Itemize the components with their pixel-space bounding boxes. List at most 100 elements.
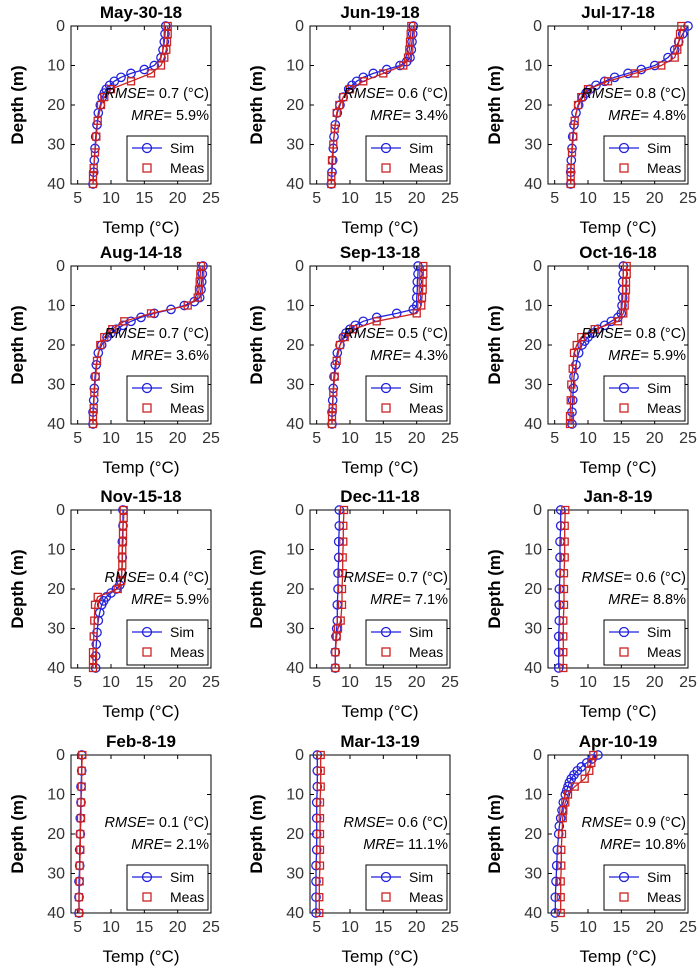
y-tick-label: 30 <box>47 377 65 394</box>
rmse-annotation: RMSE= 0.7 (°C) <box>104 326 209 342</box>
series-meas <box>327 261 428 429</box>
meas-point <box>558 814 567 823</box>
mre-value: = 5.9% <box>640 348 686 364</box>
meas-point <box>91 372 100 381</box>
meas-point <box>569 348 579 358</box>
rmse-value: = 0.8 (°C) <box>623 326 686 342</box>
rmse-value: = 0.6 (°C) <box>385 815 448 831</box>
x-tick-label: 5 <box>73 430 82 447</box>
y-axis-label: Depth (m) <box>485 794 504 873</box>
x-axis-label-name: Temp <box>103 218 145 237</box>
y-tick-label: 30 <box>524 377 542 394</box>
x-axis-label-unit: (°C) <box>149 947 179 966</box>
meas-point <box>332 356 341 365</box>
meas-point <box>113 584 122 594</box>
y-tick-label: 10 <box>286 787 304 804</box>
meas-point <box>315 893 324 902</box>
y-tick-label: 30 <box>47 621 65 638</box>
x-tick-label: 25 <box>441 674 459 691</box>
x-tick-label: 5 <box>550 190 559 207</box>
meas-point <box>193 293 202 302</box>
meas-point <box>589 750 598 760</box>
meas-point <box>359 77 368 86</box>
meas-point <box>418 285 427 294</box>
sim-point <box>553 829 564 839</box>
legend-box <box>603 375 686 422</box>
series-meas <box>556 750 598 918</box>
meas-point <box>315 814 325 823</box>
x-tick-label: 25 <box>441 190 459 207</box>
x-tick-label: 5 <box>550 919 559 936</box>
y-tick-label: 30 <box>286 377 304 394</box>
x-axis-label-name: Temp <box>342 458 384 477</box>
legend-box <box>126 619 209 666</box>
meas-point <box>561 505 570 515</box>
meas-point <box>559 648 568 657</box>
x-tick-label: 20 <box>408 190 426 207</box>
meas-point <box>88 663 98 673</box>
meas-point <box>331 648 340 657</box>
y-axis-label: Depth (m) <box>247 305 266 384</box>
legend: Sim Meas <box>365 135 448 182</box>
meas-point <box>399 61 408 70</box>
mre-value: = 7.1% <box>402 592 448 608</box>
legend-sim-marker <box>141 382 153 394</box>
x-tick-label: 20 <box>169 430 187 447</box>
sim-point <box>312 750 323 760</box>
meas-point <box>338 553 347 562</box>
meas-point <box>580 774 589 783</box>
meas-point <box>100 332 109 342</box>
meas-point <box>332 108 341 118</box>
subplot-4: Sep-13-18 5 10 15 20 25 0 10 20 30 40 Temp (°C) Depth… <box>247 243 459 477</box>
rmse-annotation: RMSE= 0.6 (°C) <box>343 86 448 102</box>
series-meas <box>88 21 172 189</box>
mre-label: MRE <box>131 348 164 364</box>
series-line <box>331 266 424 424</box>
meas-point <box>559 584 569 594</box>
rmse-value: = 0.7 (°C) <box>146 326 209 342</box>
sim-point <box>311 876 321 887</box>
x-tick-label: 15 <box>612 190 630 207</box>
meas-point <box>418 277 427 286</box>
rmse-annotation: RMSE= 0.9 (°C) <box>581 815 686 831</box>
x-tick-label: 5 <box>312 430 321 447</box>
meas-point <box>90 388 99 397</box>
x-tick-label: 20 <box>169 919 187 936</box>
meas-point <box>100 92 109 102</box>
meas-point <box>327 156 337 165</box>
series-meas <box>331 505 349 673</box>
legend-meas-marker <box>381 647 391 657</box>
meas-point <box>74 908 84 918</box>
rmse-annotation: RMSE= 0.6 (°C) <box>581 570 686 586</box>
mre-annotation: MRE= 8.8% <box>608 592 686 608</box>
meas-point <box>118 545 127 554</box>
y-axis-label: Depth (m) <box>485 305 504 384</box>
series-line <box>569 266 628 424</box>
legend-sim-marker <box>141 871 153 883</box>
x-axis-label: Temp (°C) <box>580 458 657 477</box>
legend-box <box>126 135 209 182</box>
y-tick-label: 20 <box>524 581 542 598</box>
mre-label: MRE <box>370 348 403 364</box>
legend-meas-marker <box>619 892 629 902</box>
mre-annotation: MRE= 3.4% <box>370 108 448 124</box>
x-tick-label: 20 <box>169 674 187 691</box>
rmse-label: RMSE <box>343 570 385 586</box>
series-meas <box>566 21 686 189</box>
x-axis-label: Temp (°C) <box>103 702 180 721</box>
x-tick-label: 20 <box>646 190 664 207</box>
mre-annotation: MRE= 5.9% <box>608 348 686 364</box>
y-tick-label: 30 <box>524 621 542 638</box>
y-tick-label: 40 <box>524 416 542 433</box>
x-axis-label: Temp (°C) <box>342 702 419 721</box>
mre-value: = 5.9% <box>163 592 209 608</box>
meas-point <box>331 663 340 673</box>
x-axis-label-unit: (°C) <box>626 702 656 721</box>
x-axis-label-unit: (°C) <box>149 218 179 237</box>
y-tick-label: 30 <box>286 137 304 154</box>
y-axis-label: Depth (m) <box>247 65 266 144</box>
y-tick-label: 20 <box>286 826 304 843</box>
meas-point <box>577 92 586 102</box>
sim-point <box>567 395 578 406</box>
mre-value: = 4.3% <box>402 348 448 364</box>
